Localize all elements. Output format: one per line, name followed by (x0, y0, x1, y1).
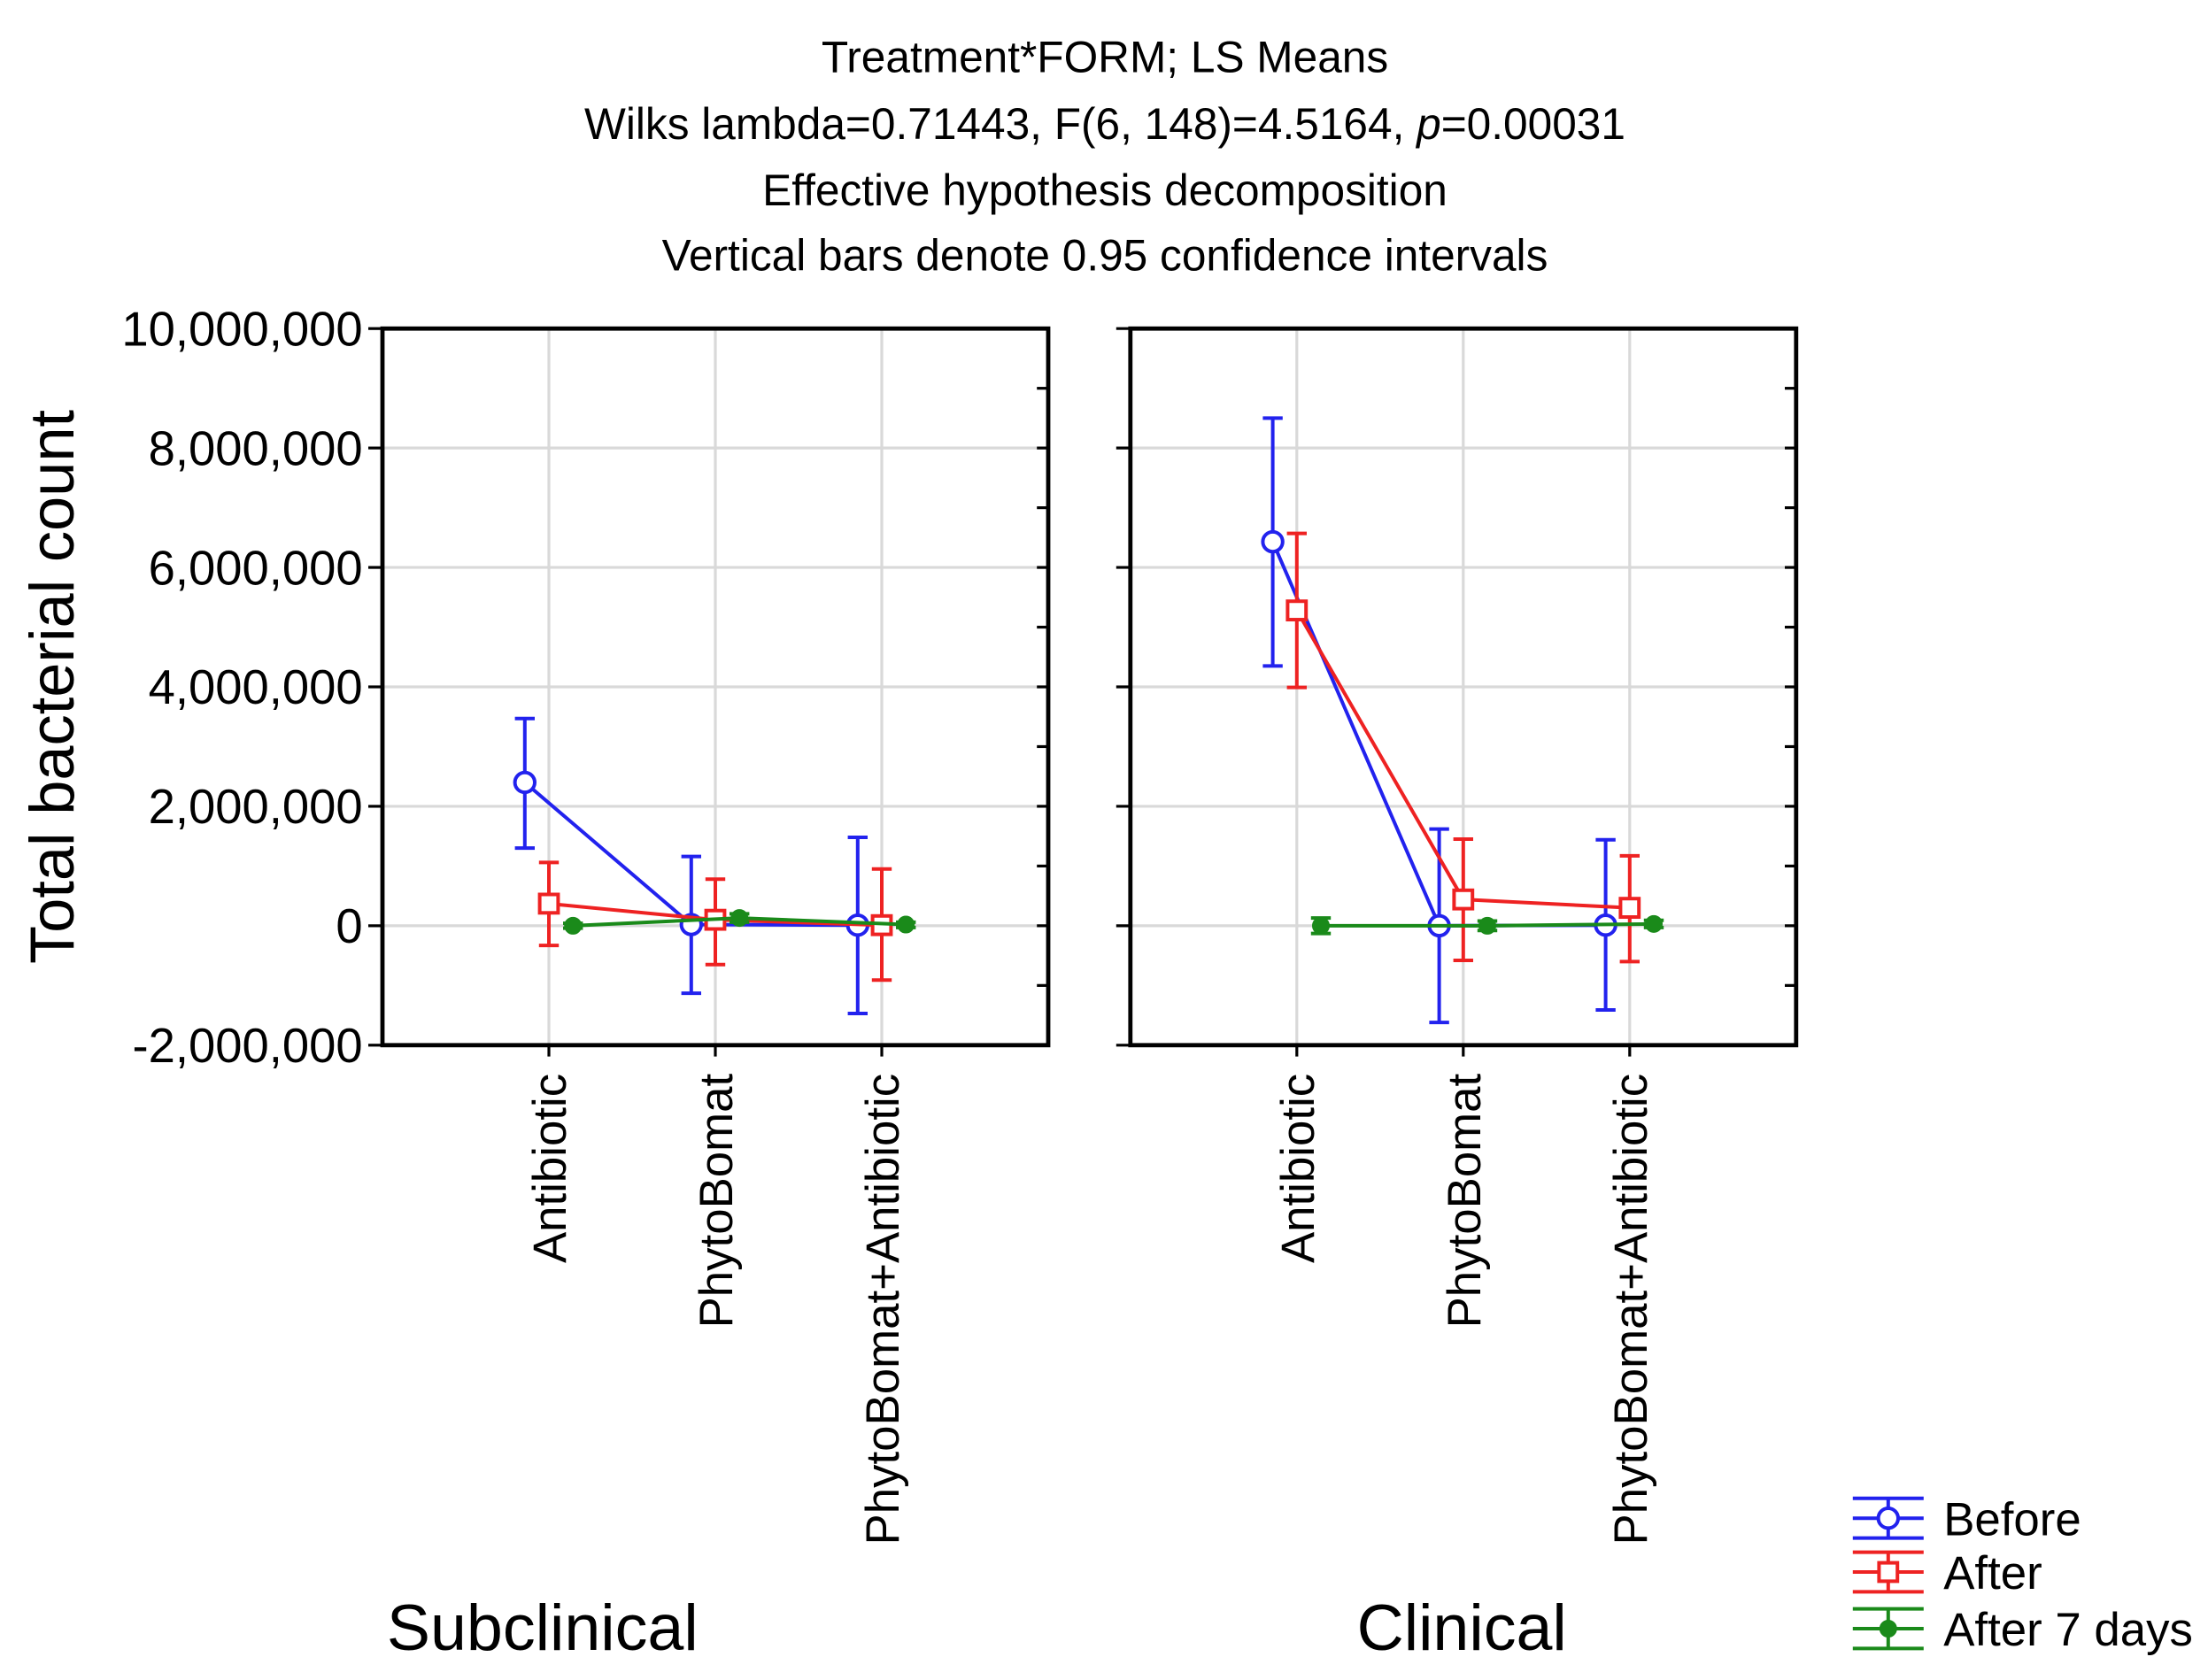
y-tick-label: 10,000,000 (121, 302, 362, 356)
legend-marker-after (1877, 1561, 1900, 1584)
category-label-antibiotic: Antibiotic (524, 1074, 576, 1263)
chart-subtitle-2: Vertical bars denote 0.95 confidence int… (662, 231, 1548, 281)
panel-label-subclinical: Subclinical (387, 1591, 699, 1664)
marker-before-antibiotic (513, 770, 537, 795)
legend-entry-after-7-days: After 7 days (1852, 1604, 2193, 1656)
marker-after-7-days-phytobomat-antibiotic (1645, 914, 1663, 933)
marker-after-antibiotic (1285, 599, 1309, 622)
panel-subclinical: 10,000,000 8,000,000 6,000,000 4,000,000 2,0… (121, 302, 1051, 1664)
category-label-phytobomat: PhytoBomat (691, 1073, 743, 1328)
series-after-7-days (1310, 914, 1664, 936)
panel-clinical: Antibiotic PhytoBomat PhytoBomat+Antibioti… (1116, 326, 1799, 1664)
stats-p-value: =0.00031 (1441, 99, 1625, 149)
marker-after-7-days-phytobomat-antibiotic (897, 915, 915, 934)
y-axis-title: Total bacterial count (17, 410, 87, 964)
legend-marker-before (1876, 1507, 1900, 1530)
y-tick-label: 8,000,000 (149, 421, 363, 475)
plot-area: 10,000,000 8,000,000 6,000,000 4,000,000 2,0… (121, 302, 1799, 1664)
legend-label-after-7-days: After 7 days (1943, 1604, 2193, 1656)
category-label-phytobomat: PhytoBomat (1439, 1073, 1491, 1328)
marker-after-phytobomat-antibiotic (1618, 897, 1641, 920)
marker-after-7-days-phytobomat (730, 909, 749, 928)
stats-prefix: Wilks lambda=0.71443, F(6, 148)=4.5164, (584, 99, 1417, 149)
marker-after-7-days-antibiotic (1312, 916, 1330, 935)
y-tick-label: 6,000,000 (149, 541, 363, 595)
category-label-antibiotic: Antibiotic (1272, 1074, 1324, 1263)
y-tick-label: 2,000,000 (149, 780, 363, 834)
category-label-phytobomat-antibiotic: PhytoBomat+Antibiotic (857, 1074, 909, 1545)
legend-marker-after-7-days (1879, 1620, 1897, 1638)
stats-p-label: p (1415, 99, 1441, 149)
legend-entry-before: Before (1852, 1493, 2081, 1545)
marker-after-7-days-phytobomat (1478, 916, 1496, 935)
chart-subtitle-1: Effective hypothesis decomposition (762, 166, 1448, 215)
y-tick-label: -2,000,000 (133, 1019, 363, 1073)
legend-label-before: Before (1943, 1493, 2081, 1545)
chart-title-block: Treatment*FORM; LS Means Wilks lambda=0.… (584, 33, 1625, 281)
y-tick-label: 4,000,000 (149, 660, 363, 714)
chart-title: Treatment*FORM; LS Means (822, 33, 1388, 82)
chart-stats-line: Wilks lambda=0.71443, F(6, 148)=4.5164, … (584, 99, 1625, 149)
marker-after-antibiotic (537, 892, 560, 915)
panel-label-clinical: Clinical (1357, 1591, 1567, 1664)
y-tick-label: 0 (336, 899, 362, 953)
legend-entry-after: After (1852, 1547, 2042, 1599)
marker-before-antibiotic (1261, 529, 1285, 554)
category-label-phytobomat-antibiotic: PhytoBomat+Antibiotic (1605, 1074, 1657, 1545)
legend-label-after: After (1943, 1547, 2042, 1599)
marker-after-7-days-antibiotic (564, 916, 583, 935)
series-after-7-days (563, 909, 916, 935)
marker-after-phytobomat (1452, 888, 1475, 911)
series-after (1285, 531, 1641, 964)
